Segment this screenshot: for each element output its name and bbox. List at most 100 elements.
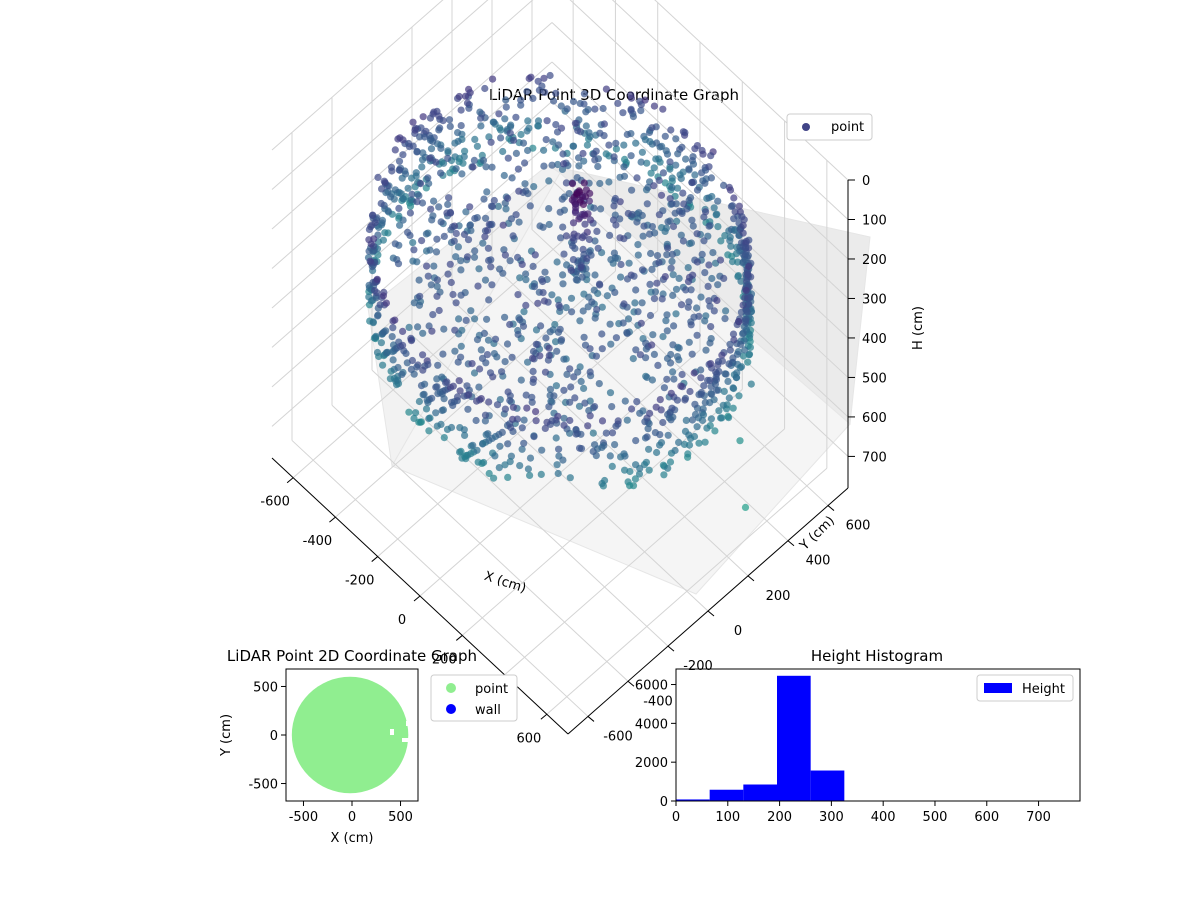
point-3d [526,454,535,462]
point-3d [683,205,691,213]
point-3d [668,250,677,258]
point-3d [660,471,668,479]
point-3d [507,452,515,460]
point-3d [417,418,425,426]
point-3d [389,324,397,332]
point-3d [638,148,647,156]
point-3d [746,343,755,351]
point-3d [552,434,560,442]
point-3d [685,165,693,173]
point-3d [625,259,633,267]
point-3d [714,223,722,231]
point-3d [726,186,735,194]
point-3d [663,150,672,158]
point-3d [707,335,715,343]
chart-2d-legend: point wall [430,674,518,722]
point-3d [634,308,642,316]
point-3d [524,465,533,473]
point-3d [413,258,421,266]
point-3d [496,124,504,132]
point-3d [641,96,649,104]
point-3d [580,157,588,165]
point-3d [474,458,482,466]
point-3d [611,194,620,203]
point-3d [691,410,700,419]
point-3d [689,222,697,230]
point-3d [729,354,737,362]
point-3d [548,161,556,169]
point-3d [455,158,463,166]
point-3d [717,414,725,422]
point-3d [638,211,646,220]
point-3d [620,300,628,308]
point-3d [485,133,493,141]
point-3d [516,462,524,470]
point-3d [452,229,460,238]
point-3d [479,239,487,247]
point-3d [585,248,593,256]
point-3d [432,248,441,256]
point-3d [477,346,485,354]
point-3d [516,274,524,282]
point-3d [606,389,615,397]
chart-3d: LiDAR Point 3D Coordinate Graph -600-400… [260,0,926,746]
point-3d [485,296,493,304]
point-3d [664,464,672,472]
point-3d [559,223,567,231]
point-3d [563,370,571,378]
point-3d [451,139,459,147]
point-3d [735,318,743,326]
point-3d [700,237,708,245]
point-3d [485,398,493,406]
axis-2d-ylabel: Y (cm) [219,714,234,757]
point-3d [620,141,628,149]
point-3d [643,373,651,381]
point-3d [713,386,721,394]
point-3d [671,209,679,217]
point-3d [539,289,547,297]
point-3d [591,271,599,279]
point-3d [653,252,662,260]
point-3d [520,439,528,447]
point-3d [546,328,554,336]
point-3d [476,365,484,373]
point-3d [709,249,717,257]
point-3d [539,223,547,231]
chart-2d-title: LiDAR Point 2D Coordinate Graph [227,647,477,665]
point-3d [414,323,422,331]
point-3d [477,122,485,130]
point-3d [726,346,734,354]
point-3d [575,154,583,162]
point-3d [664,244,672,252]
point-3d [735,202,743,210]
point-3d [693,230,701,238]
point-3d [424,272,432,280]
point-3d [593,305,601,314]
point-3d [647,249,655,258]
point-3d [439,406,447,414]
point-3d [509,232,517,240]
point-3d [449,223,457,231]
point-3d [648,223,657,231]
point-3d [658,295,666,303]
point-3d [668,174,676,182]
tick-h-x-label: 0 [672,810,680,825]
point-3d [373,289,381,297]
point-3d [555,301,563,309]
point-3d [643,159,651,167]
point-3d [506,320,514,329]
point-3d [715,407,723,415]
point-3d [562,232,571,240]
point-3d [677,382,685,390]
tick-2d-y-label: 500 [253,680,278,695]
point-3d [739,301,747,309]
point-3d [684,303,692,311]
grid-left-z [271,101,553,348]
point-3d [470,156,478,164]
point-3d [689,160,698,168]
point-3d [428,327,436,335]
point-3d [412,169,420,177]
point-3d [430,197,438,205]
tick-3d-y-label: 200 [766,589,791,604]
point-3d [550,392,558,400]
